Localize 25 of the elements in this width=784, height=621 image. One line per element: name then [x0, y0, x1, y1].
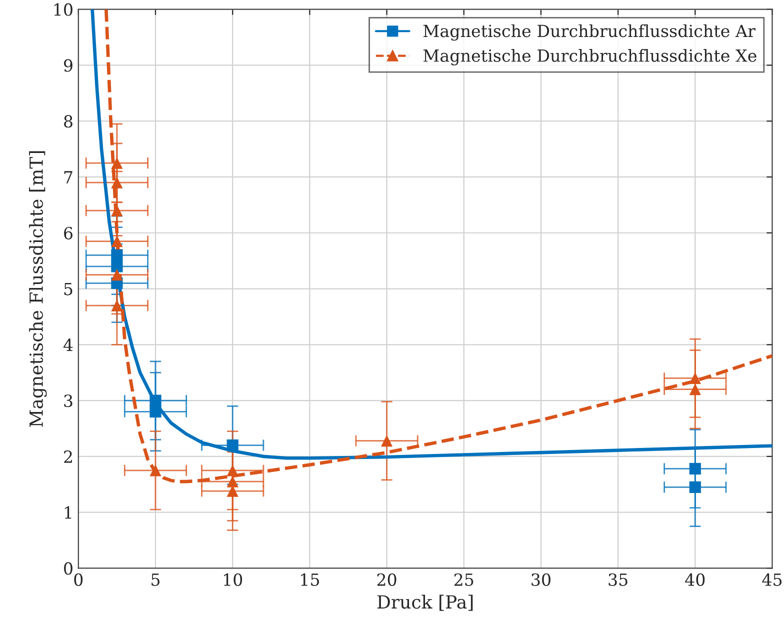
x-tick-label: 0: [74, 573, 83, 586]
x-tick-label: 20: [377, 573, 396, 586]
y-tick-label: 9: [64, 59, 72, 72]
y-tick-label: 6: [64, 226, 72, 240]
x-tick-label: 40: [685, 573, 705, 586]
y-tick-label: 8: [64, 115, 72, 128]
legend-label: Magnetische Durchbruchflussdichte Ar: [423, 24, 756, 41]
legend-label: Magnetische Durchbruchflussdichte Xe: [423, 49, 756, 66]
y-tick-label: 1: [64, 506, 72, 519]
y-tick-label: 10: [54, 3, 72, 16]
x-tick-label: 35: [608, 573, 628, 586]
x-tick-label: 45: [762, 573, 782, 586]
y-tick-label: 4: [63, 338, 73, 351]
y-axis-title: Magnetische Flussdichte [mT]: [29, 151, 47, 427]
x-tick-label: 10: [224, 573, 242, 586]
y-tick-label: 7: [64, 171, 72, 184]
y-tick-label: 2: [64, 450, 72, 463]
x-tick-label: 5: [152, 574, 160, 586]
x-tick-label: 30: [532, 573, 550, 586]
x-tick-label: 25: [454, 573, 474, 586]
y-tick-label: 5: [64, 282, 72, 296]
x-tick-label: 15: [301, 573, 319, 586]
y-tick-label: 0: [64, 562, 72, 575]
y-tick-label: 3: [64, 394, 72, 408]
x-axis-title: Druck [Pa]: [377, 594, 473, 611]
